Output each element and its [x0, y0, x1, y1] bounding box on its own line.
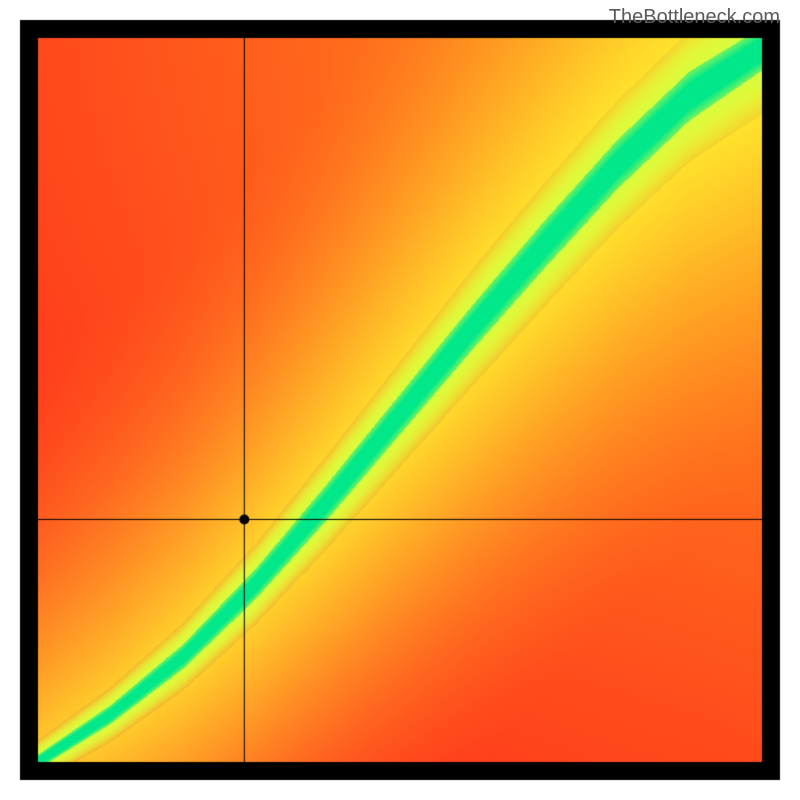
chart-container: TheBottleneck.com [0, 0, 800, 800]
bottleneck-heatmap [0, 0, 800, 800]
watermark-text: TheBottleneck.com [609, 6, 780, 29]
